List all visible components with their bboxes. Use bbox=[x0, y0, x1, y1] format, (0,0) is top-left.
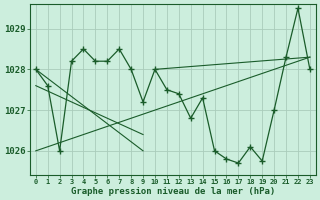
X-axis label: Graphe pression niveau de la mer (hPa): Graphe pression niveau de la mer (hPa) bbox=[71, 187, 275, 196]
